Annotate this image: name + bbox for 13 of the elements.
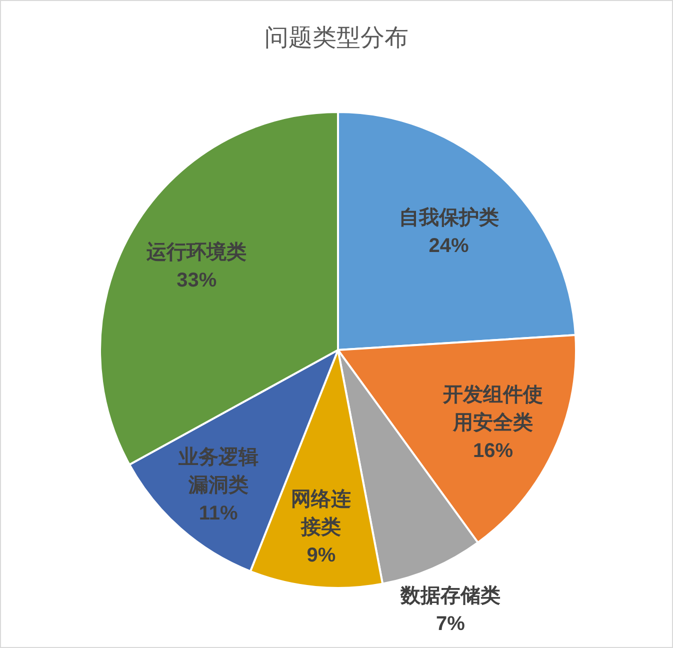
data-label: 7%: [436, 612, 466, 635]
data-label: 33%: [176, 269, 217, 292]
slice-label: 业务逻辑漏洞类: [177, 446, 258, 497]
slice-label: 数据存储类: [399, 584, 500, 607]
slice-label: 开发组件使用安全类: [442, 384, 544, 434]
data-label: 11%: [198, 502, 238, 525]
slice-label: 运行环境类: [146, 240, 247, 264]
data-label: 16%: [473, 440, 514, 462]
slice-label: 自我保护类: [398, 206, 499, 230]
data-label: 9%: [306, 544, 336, 567]
data-label: 24%: [428, 235, 470, 258]
slice-label: 网络连接类: [291, 488, 352, 539]
chart-title: 问题类型分布: [264, 24, 408, 52]
